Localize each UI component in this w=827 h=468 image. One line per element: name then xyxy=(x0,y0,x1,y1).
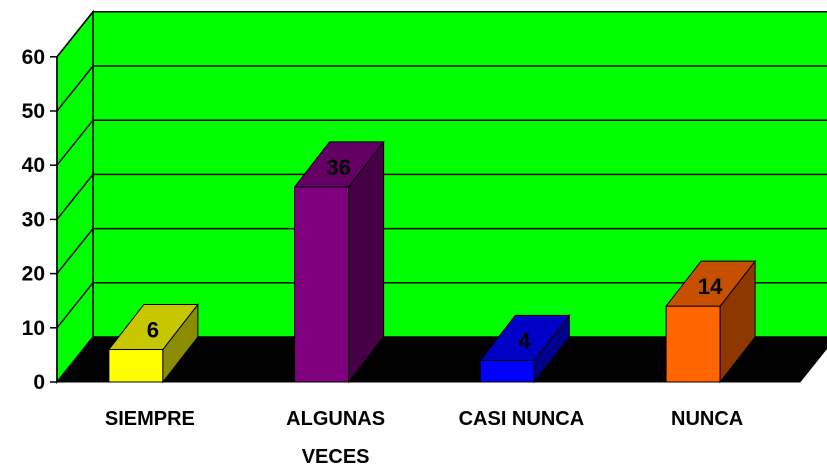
y-axis: 0 10 20 30 40 50 60 xyxy=(22,46,58,394)
y-tick-label: 10 xyxy=(22,317,45,340)
y-tick-label: 40 xyxy=(22,154,45,177)
x-tick-label: ALGUNAS xyxy=(286,408,385,430)
bar-top xyxy=(107,303,199,350)
data-label: 14 xyxy=(698,274,723,299)
y-tick-label: 30 xyxy=(22,208,45,231)
data-labels: 6 36 4 14 xyxy=(147,155,723,353)
gridline xyxy=(56,119,827,166)
gridline xyxy=(56,65,827,112)
y-tick-label: 60 xyxy=(22,46,45,69)
gridline xyxy=(56,173,827,220)
gridline xyxy=(56,282,827,329)
bar-front xyxy=(665,305,721,383)
y-tick-label: 50 xyxy=(22,100,45,123)
data-label: 36 xyxy=(326,155,350,180)
x-tick-label: VECES xyxy=(302,446,370,468)
bar-series xyxy=(107,140,757,384)
floor xyxy=(55,336,827,383)
gridline xyxy=(56,227,827,275)
gridlines xyxy=(56,11,827,329)
y-tick-label: 0 xyxy=(33,371,45,394)
data-label: 6 xyxy=(147,317,159,342)
data-label: 4 xyxy=(518,328,531,353)
bar-front xyxy=(479,359,535,383)
bar-top xyxy=(479,314,571,361)
x-axis: SIEMPRE ALGUNAS VECES CASI NUNCA NUNCA xyxy=(105,408,743,468)
bar-top xyxy=(293,141,385,188)
bar-top xyxy=(665,260,757,307)
bar-front xyxy=(294,186,350,383)
y-tick-label: 20 xyxy=(22,263,45,286)
x-tick-label: SIEMPRE xyxy=(105,408,195,430)
x-tick-label: CASI NUNCA xyxy=(459,408,585,430)
bar-front xyxy=(108,348,164,383)
gridline xyxy=(56,11,827,58)
x-tick-label: NUNCA xyxy=(671,408,743,430)
